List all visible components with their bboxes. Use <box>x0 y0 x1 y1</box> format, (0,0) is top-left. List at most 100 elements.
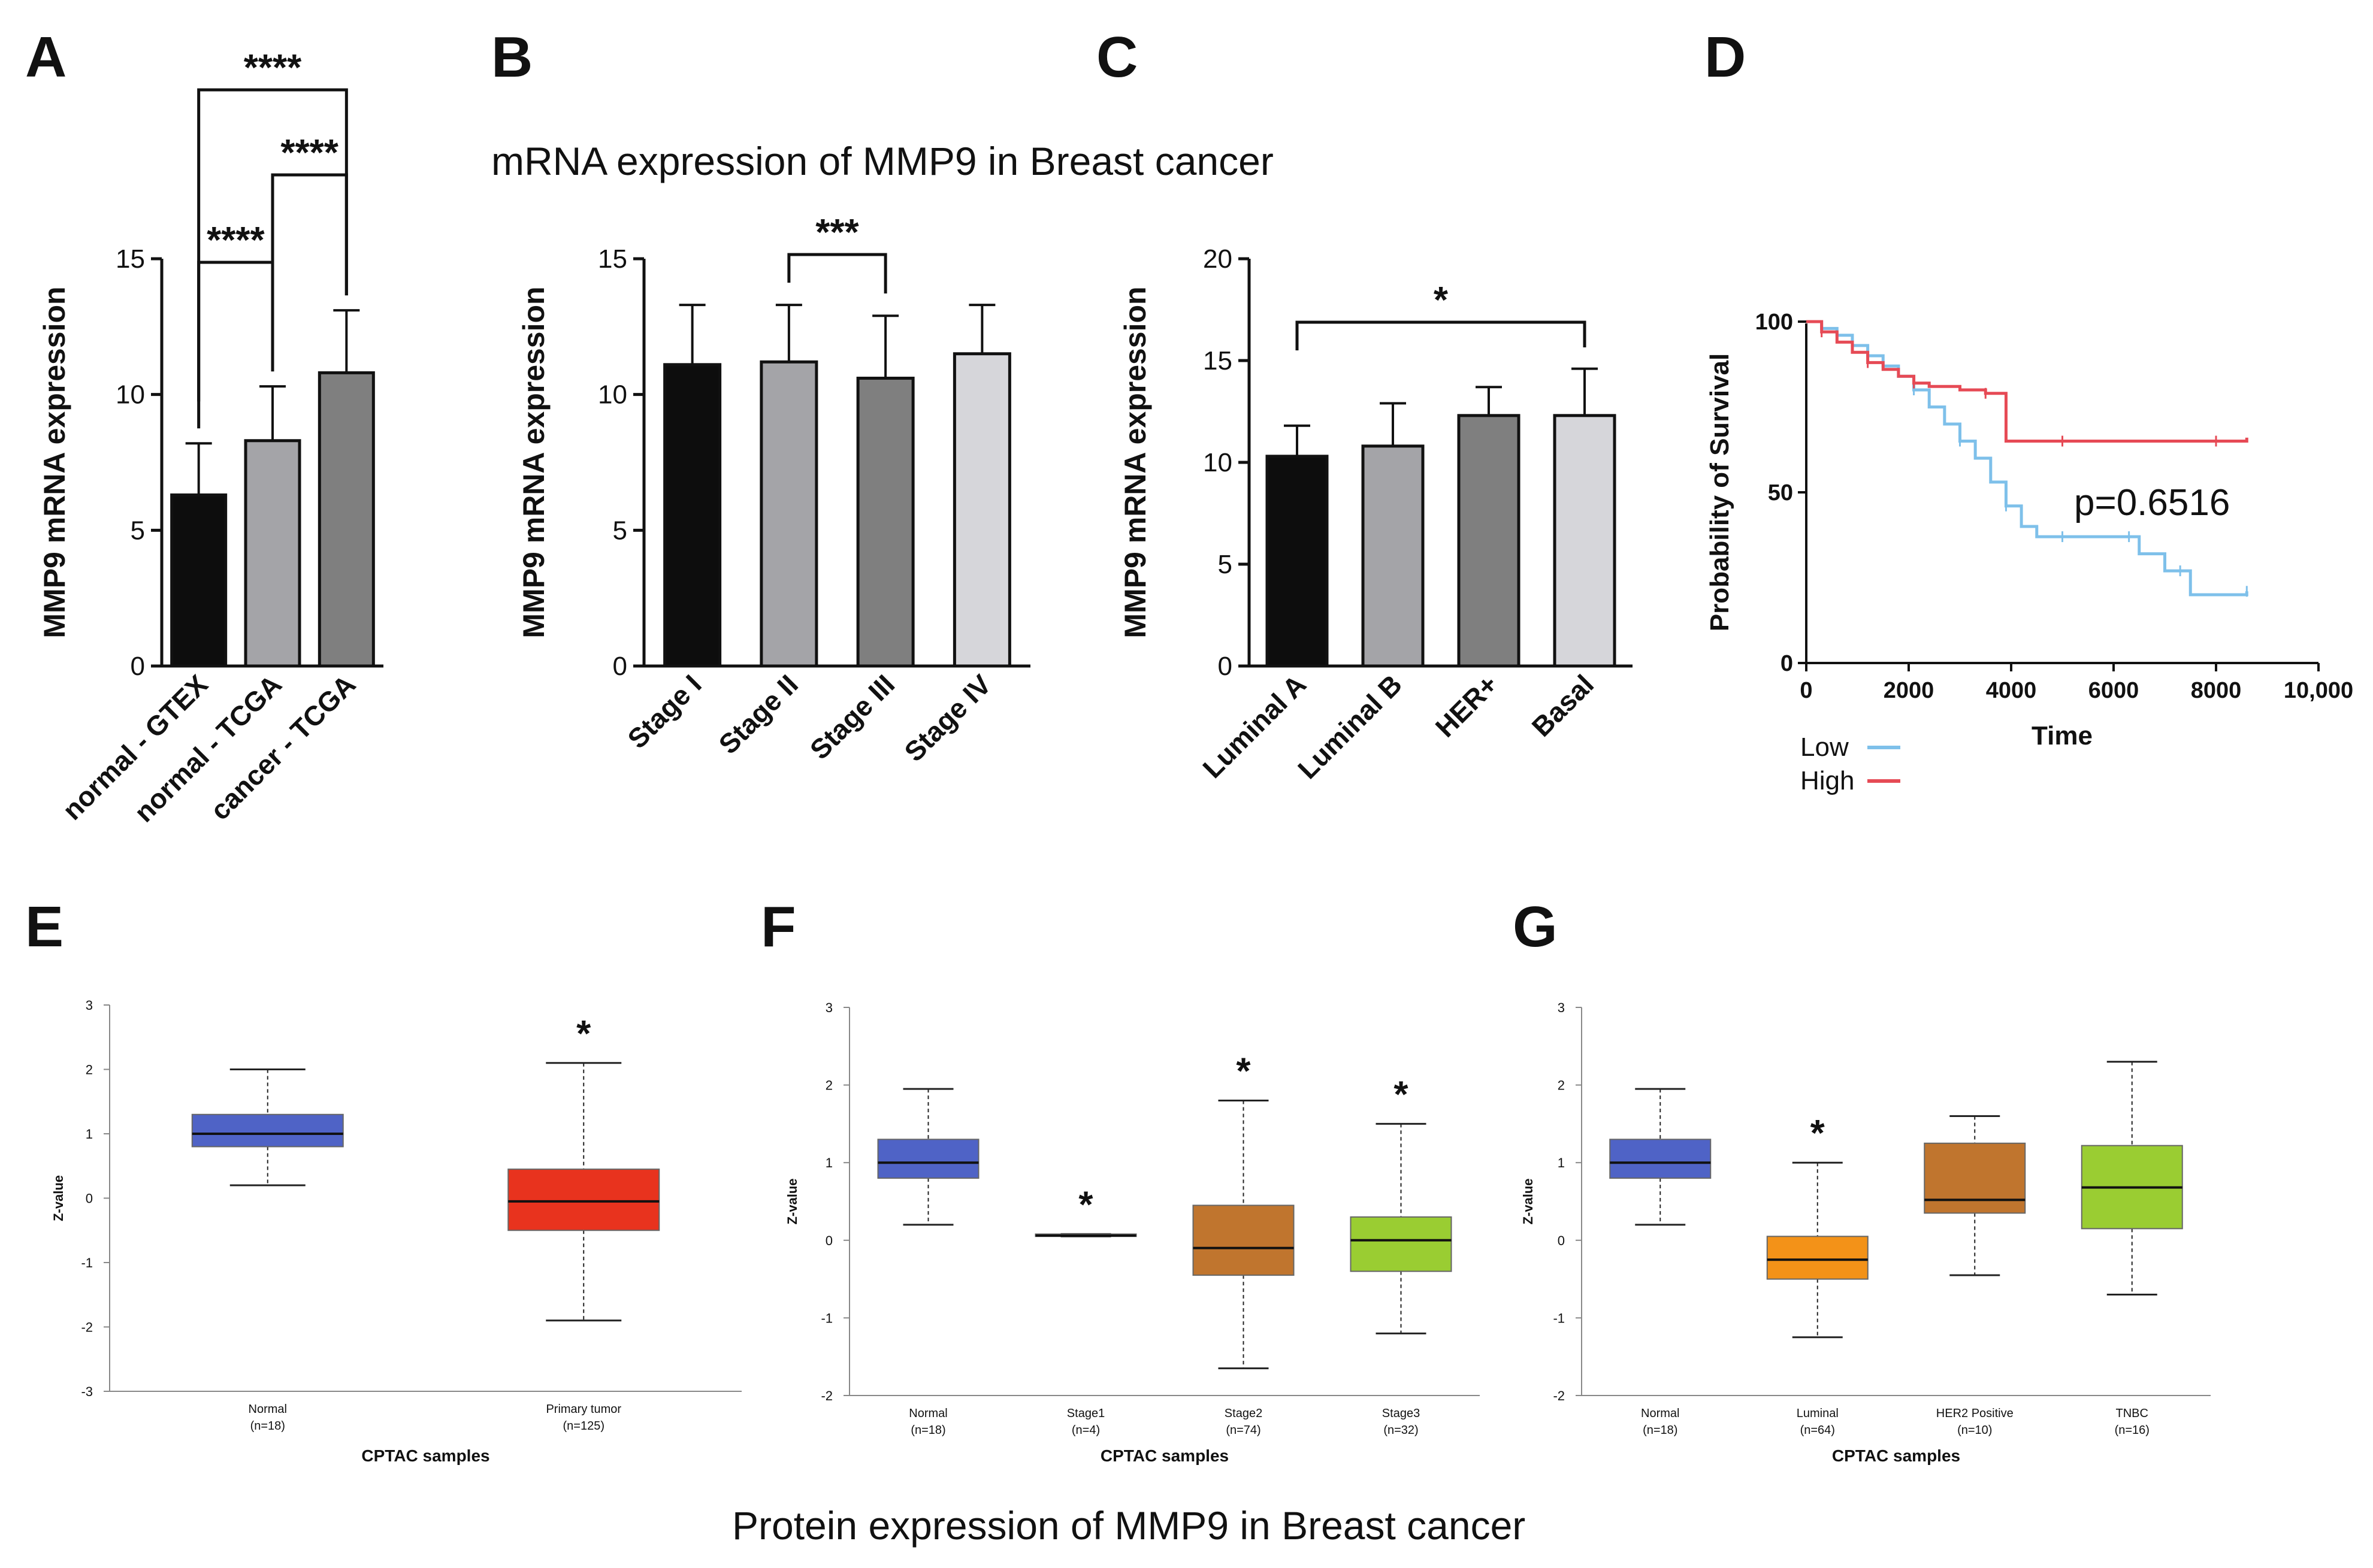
y-tick-label: 0 <box>86 1191 93 1206</box>
bar-luminal-b <box>1361 444 1425 668</box>
box-stage2 <box>1192 1204 1295 1276</box>
significance-label: * <box>576 1013 591 1055</box>
panel-letter-b: B <box>491 25 533 89</box>
bar-basal <box>1553 414 1616 668</box>
significance-bracket <box>787 253 887 293</box>
panel-letter-e: E <box>25 895 64 959</box>
y-tick-label: 1 <box>826 1155 833 1170</box>
significance-label: * <box>1236 1051 1251 1092</box>
y-tick-label: 3 <box>826 1000 833 1015</box>
y-tick-label: 0 <box>131 652 145 681</box>
category-label-stage-ii: Stage II <box>712 668 803 759</box>
bar-luminal-a <box>1265 455 1329 668</box>
x-tick-label: 4000 <box>1986 678 2037 703</box>
significance-label: * <box>1078 1184 1093 1225</box>
panel-letter-a: A <box>25 25 66 89</box>
significance-label: **** <box>280 132 338 174</box>
group-label-normal: Normal <box>249 1403 287 1416</box>
significance-label: * <box>1810 1113 1825 1154</box>
group-count-normal: (n=18) <box>250 1419 285 1433</box>
y-axis-title: MMP9 mRNA expression <box>517 286 551 638</box>
x-axis-title: CPTAC samples <box>361 1446 489 1465</box>
p-value-annotation: p=0.6516 <box>2074 482 2230 523</box>
significance-bracket <box>1295 320 1586 350</box>
y-tick-label: 1 <box>1558 1155 1565 1170</box>
chart-f: -2 -1 0 1 2 3 Z-value Normal (n=18) * Stage1 (n=4) *… <box>785 1000 1480 1465</box>
x-axis-title: Time <box>2032 721 2093 750</box>
y-axis-title: Z-value <box>51 1175 66 1221</box>
x-axis-title: CPTAC samples <box>1101 1446 1229 1465</box>
x-axis-title: CPTAC samples <box>1832 1446 1960 1465</box>
y-axis-title: MMP9 mRNA expression <box>38 286 71 638</box>
x-tick-label: 0 <box>1800 678 1812 703</box>
group-label-normal: Normal <box>1641 1407 1679 1420</box>
y-tick-label: -1 <box>81 1255 93 1270</box>
chart-e: -3 -2 -1 0 1 2 3 Z-value Normal (n=18) * Primary tu… <box>51 998 742 1465</box>
protein-heading: Protein expression of MMP9 in Breast can… <box>732 1503 1525 1548</box>
y-tick-label: 5 <box>131 516 145 545</box>
chart-g: -2 -1 0 1 2 3 Z-value Normal (n=18) * Luminal (n=64… <box>1520 1000 2211 1465</box>
y-tick-label: 100 <box>1755 310 1793 335</box>
box-her2-positive <box>1924 1142 2026 1214</box>
y-tick-label: 15 <box>1203 346 1232 376</box>
y-tick-label: 2 <box>86 1063 93 1077</box>
y-axis-title: Probability of Survival <box>1705 353 1734 632</box>
legend-label-low: Low <box>1800 732 1849 762</box>
x-tick-label: 10,000 <box>2284 678 2353 703</box>
y-tick-label: 15 <box>598 244 627 274</box>
panel-letter-g: G <box>1513 895 1558 959</box>
y-tick-label: -1 <box>1553 1310 1565 1325</box>
category-label-luminal-a: Luminal A <box>1196 668 1312 784</box>
chart-c: 0 5 10 15 20 MMP9 mRNA expression Luminal ALum… <box>1119 244 1633 785</box>
bar-her <box>1457 414 1520 668</box>
box-normal <box>1609 1139 1712 1179</box>
chart-d: 0 50 100 0 2000 4000 6000 8000 10,000 Time Probabi… <box>1705 310 2353 795</box>
group-count-tnbc: (n=16) <box>2115 1424 2150 1437</box>
y-tick-label: -2 <box>1553 1388 1565 1403</box>
y-tick-label: 15 <box>116 244 145 274</box>
category-label-stage-iv: Stage IV <box>898 668 997 767</box>
y-tick-label: 5 <box>613 516 627 545</box>
box-normal <box>877 1139 980 1179</box>
y-tick-label: 2 <box>1558 1078 1565 1093</box>
group-label-stage1: Stage1 <box>1067 1407 1105 1420</box>
significance-label: * <box>1434 280 1449 321</box>
bar-normal-tcga <box>244 439 301 668</box>
group-label-normal: Normal <box>909 1407 947 1420</box>
category-label-stage-iii: Stage III <box>804 668 900 765</box>
y-tick-label: -1 <box>821 1310 833 1325</box>
mrna-heading: mRNA expression of MMP9 in Breast cancer <box>491 139 1274 183</box>
category-label-basal: Basal <box>1526 668 1600 743</box>
x-tick-label: 8000 <box>2191 678 2242 703</box>
group-count-stage3: (n=32) <box>1383 1424 1418 1437</box>
y-tick-label: 0 <box>1780 651 1793 676</box>
bar-stage-i <box>663 363 722 668</box>
y-tick-label: -3 <box>81 1384 93 1399</box>
y-tick-label: 10 <box>1203 448 1232 477</box>
group-label-tnbc: TNBC <box>2116 1407 2148 1420</box>
group-count-stage1: (n=4) <box>1072 1424 1100 1437</box>
significance-label: **** <box>207 220 265 261</box>
panel-letter-c: C <box>1096 25 1138 89</box>
bar-stage-iv <box>953 352 1011 668</box>
group-count-luminal: (n=64) <box>1800 1424 1835 1437</box>
bar-cancer-tcga <box>318 371 375 668</box>
y-tick-label: 0 <box>613 652 627 681</box>
y-tick-label: 2 <box>826 1078 833 1093</box>
panel-letter-f: F <box>761 895 796 959</box>
y-tick-label: 0 <box>1218 652 1232 681</box>
group-label-stage3: Stage3 <box>1382 1407 1420 1420</box>
y-axis-title: Z-value <box>1520 1178 1535 1224</box>
significance-label: *** <box>815 212 859 253</box>
y-tick-label: 0 <box>1558 1233 1565 1248</box>
y-tick-label: -2 <box>821 1388 833 1403</box>
category-label-luminal-b: Luminal B <box>1292 668 1408 785</box>
category-label-stage-i: Stage I <box>621 668 707 754</box>
group-count-normal: (n=18) <box>1643 1424 1677 1437</box>
group-label-stage2: Stage2 <box>1225 1407 1262 1420</box>
survival-line-low <box>1806 320 2248 597</box>
group-label-her2-positive: HER2 Positive <box>1936 1407 2014 1420</box>
